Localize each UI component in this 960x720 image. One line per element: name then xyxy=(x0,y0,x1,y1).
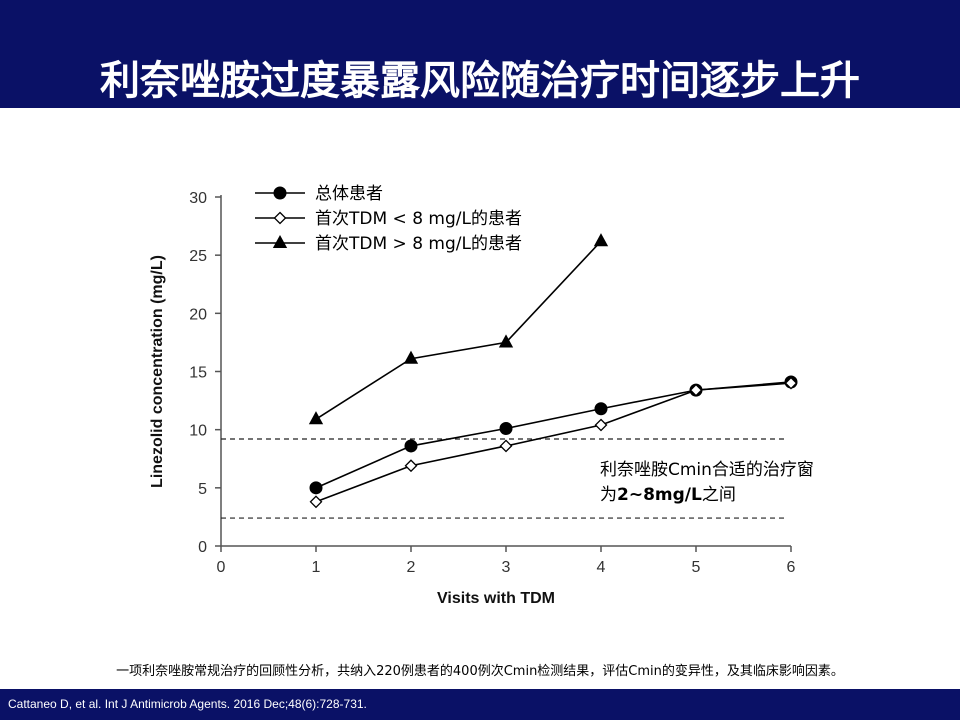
data-point-series-2 xyxy=(404,459,418,473)
data-point-series-3 xyxy=(403,350,419,364)
data-point-series-3 xyxy=(308,411,324,425)
data-point-series-3 xyxy=(498,334,514,348)
legend-label: 总体患者 xyxy=(315,184,383,204)
legend-marker xyxy=(273,211,287,225)
y-tick-label: 5 xyxy=(198,481,207,498)
footer-bar: Cattaneo D, et al. Int J Antimicrob Agen… xyxy=(0,689,960,720)
y-tick-label: 10 xyxy=(189,423,207,440)
line-chart: 0 5 10 15 20 25 30 0 1 2 3 4 5 6 Visits with TDM Linezo… xyxy=(149,184,798,607)
note-suffix: 之间 xyxy=(701,485,736,505)
citation: Cattaneo D, et al. Int J Antimicrob Agen… xyxy=(8,697,367,711)
x-tick-label: 4 xyxy=(597,559,606,576)
x-tick-label: 3 xyxy=(502,559,511,576)
x-tick-label: 0 xyxy=(217,559,226,576)
y-tick-label: 25 xyxy=(189,248,207,265)
x-tick-label: 6 xyxy=(787,559,796,576)
note-line-2: 为2~8mg/L之间 xyxy=(600,483,814,508)
x-tick-label: 2 xyxy=(407,559,416,576)
note-prefix: 为 xyxy=(600,485,617,505)
therapeutic-window-note: 利奈唑胺Cmin合适的治疗窗 为2~8mg/L之间 xyxy=(600,458,814,508)
title-bar: 利奈唑胺过度暴露风险随治疗时间逐步上升 xyxy=(0,0,960,108)
legend-marker xyxy=(272,234,288,249)
data-point-series-1 xyxy=(499,422,513,436)
legend-label: 首次TDM < 8 mg/L的患者 xyxy=(315,209,522,229)
x-axis-label: Visits with TDM xyxy=(437,590,555,607)
data-point-series-2 xyxy=(689,383,703,397)
legend-marker xyxy=(273,186,287,200)
y-tick-label: 0 xyxy=(198,539,207,556)
legend-label: 首次TDM > 8 mg/L的患者 xyxy=(315,234,522,254)
y-tick-label: 20 xyxy=(189,306,207,323)
series-line-2 xyxy=(315,382,792,503)
x-tick-label: 5 xyxy=(692,559,701,576)
data-point-series-1 xyxy=(404,439,418,453)
slide-title: 利奈唑胺过度暴露风险随治疗时间逐步上升 xyxy=(100,58,860,104)
data-point-series-2 xyxy=(309,495,323,509)
note-line-1: 利奈唑胺Cmin合适的治疗窗 xyxy=(600,460,814,480)
data-point-series-2 xyxy=(499,439,513,453)
data-point-series-3 xyxy=(593,233,609,247)
data-point-series-2 xyxy=(784,376,798,390)
data-point-series-2 xyxy=(594,418,608,432)
x-tick-label: 1 xyxy=(312,559,321,576)
y-tick-label: 30 xyxy=(189,190,207,207)
data-point-series-1 xyxy=(309,481,323,495)
y-tick-label: 15 xyxy=(189,365,207,382)
note-range: 2~8mg/L xyxy=(617,485,702,505)
data-point-series-1 xyxy=(594,402,608,416)
y-axis-label: Linezolid concentration (mg/L) xyxy=(149,255,166,488)
study-summary: 一项利奈唑胺常规治疗的回顾性分析，共纳入220例患者的400例次Cmin检测结果… xyxy=(116,664,844,679)
series-line-3 xyxy=(315,240,602,420)
